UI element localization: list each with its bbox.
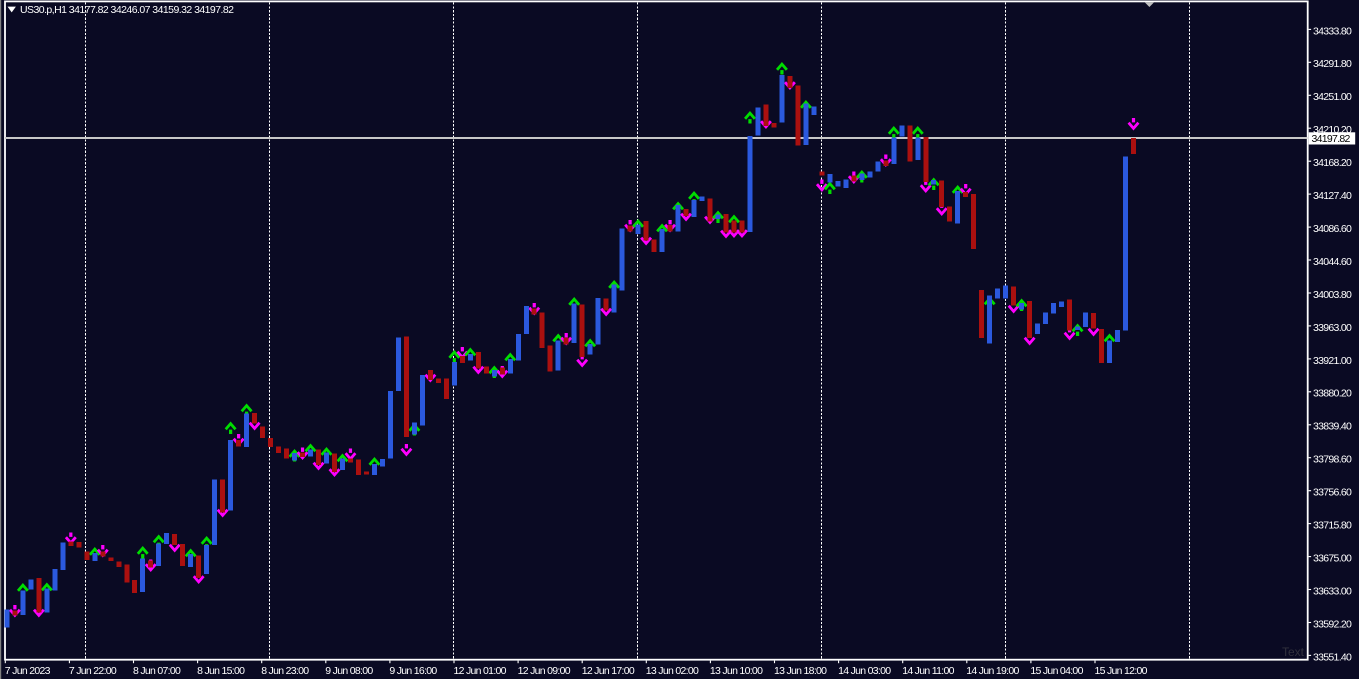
svg-text:33756.60: 33756.60 [1313, 487, 1352, 499]
svg-text:8 Jun 15:00: 8 Jun 15:00 [197, 665, 245, 677]
svg-text:8 Jun 23:00: 8 Jun 23:00 [261, 665, 309, 677]
svg-text:13 Jun 18:00: 13 Jun 18:00 [774, 665, 827, 677]
svg-text:33592.20: 33592.20 [1313, 618, 1352, 630]
svg-text:14 Jun 19:00: 14 Jun 19:00 [966, 665, 1019, 677]
svg-text:33839.40: 33839.40 [1313, 421, 1352, 433]
svg-text:33633.00: 33633.00 [1313, 585, 1352, 597]
svg-text:9 Jun 08:00: 9 Jun 08:00 [325, 665, 373, 677]
svg-text:34333.80: 34333.80 [1313, 25, 1352, 37]
svg-text:34197.82: 34197.82 [1312, 133, 1351, 145]
svg-text:13 Jun 02:00: 13 Jun 02:00 [646, 665, 699, 677]
svg-text:12 Jun 01:00: 12 Jun 01:00 [454, 665, 507, 677]
svg-text:34251.00: 34251.00 [1313, 91, 1352, 103]
svg-text:34168.20: 34168.20 [1313, 157, 1352, 169]
svg-text:12 Jun 17:00: 12 Jun 17:00 [582, 665, 635, 677]
svg-text:US30.p,H1 34177.82 34246.07 3: US30.p,H1 34177.82 34246.07 34159.32 341… [20, 4, 234, 16]
svg-text:34127.40: 34127.40 [1313, 190, 1352, 202]
svg-text:13 Jun 10:00: 13 Jun 10:00 [710, 665, 763, 677]
svg-text:33798.60: 33798.60 [1313, 454, 1352, 466]
svg-text:33551.40: 33551.40 [1313, 651, 1352, 663]
svg-text:33963.00: 33963.00 [1313, 322, 1352, 334]
svg-text:15 Jun 04:00: 15 Jun 04:00 [1030, 665, 1083, 677]
svg-text:34044.60: 34044.60 [1313, 256, 1352, 268]
svg-text:9 Jun 16:00: 9 Jun 16:00 [389, 665, 437, 677]
svg-text:14 Jun 03:00: 14 Jun 03:00 [838, 665, 891, 677]
svg-text:Text: Text [1282, 645, 1305, 659]
svg-text:34291.80: 34291.80 [1313, 58, 1352, 70]
svg-text:33921.00: 33921.00 [1313, 355, 1352, 367]
svg-text:33880.20: 33880.20 [1313, 388, 1352, 400]
svg-text:33675.00: 33675.00 [1313, 553, 1352, 565]
svg-text:33715.80: 33715.80 [1313, 520, 1352, 532]
svg-text:7 Jun 2023: 7 Jun 2023 [5, 665, 51, 677]
svg-text:15 Jun 12:00: 15 Jun 12:00 [1095, 665, 1148, 677]
svg-text:14 Jun 11:00: 14 Jun 11:00 [902, 665, 954, 677]
svg-text:8 Jun 07:00: 8 Jun 07:00 [133, 665, 181, 677]
svg-text:7 Jun 22:00: 7 Jun 22:00 [69, 665, 117, 677]
svg-text:34086.60: 34086.60 [1313, 223, 1352, 235]
svg-text:12 Jun 09:00: 12 Jun 09:00 [518, 665, 571, 677]
svg-text:34003.80: 34003.80 [1313, 289, 1352, 301]
